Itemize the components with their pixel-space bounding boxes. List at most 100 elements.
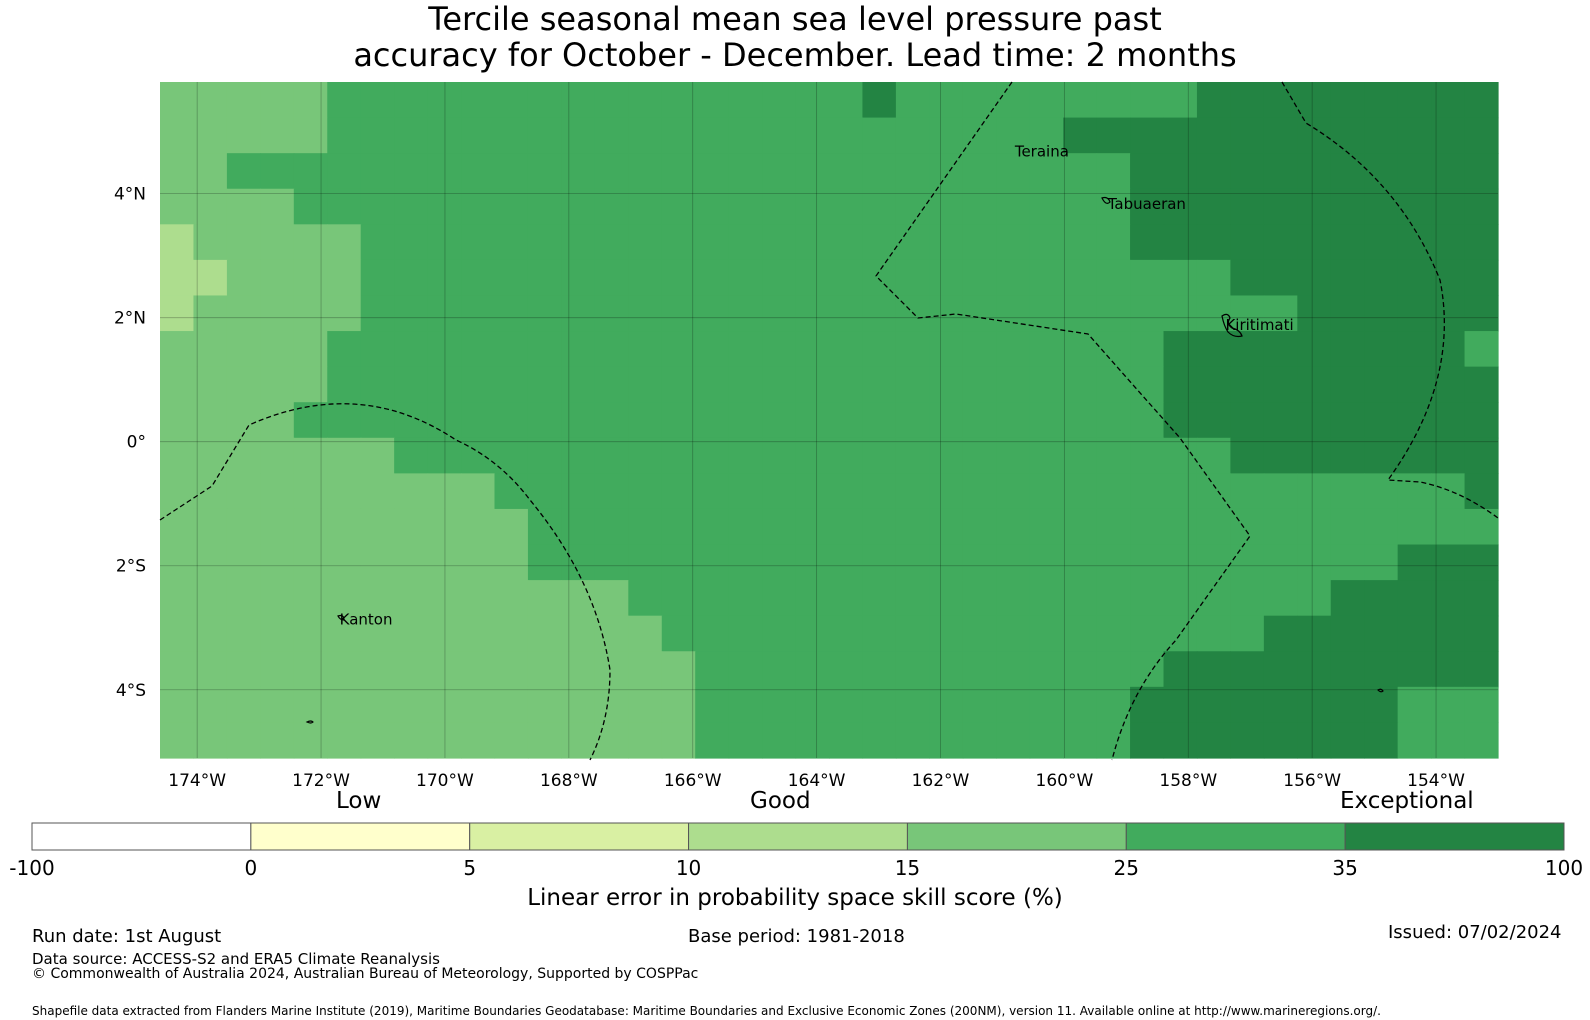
skill-cell	[1397, 544, 1432, 581]
skill-cell	[394, 580, 429, 617]
skill-cell	[226, 331, 261, 368]
skill-cell	[829, 580, 864, 617]
skill-cell	[829, 544, 864, 581]
skill-cell	[996, 259, 1031, 297]
skill-cell	[1464, 82, 1499, 119]
skill-cell	[1330, 224, 1365, 261]
skill-cell	[1330, 259, 1365, 297]
skill-cell	[260, 224, 295, 261]
skill-cell	[661, 331, 696, 368]
skill-cell	[193, 366, 228, 403]
skill-cell	[1431, 402, 1466, 439]
skill-cell	[661, 651, 696, 688]
skill-cell	[1063, 651, 1098, 688]
place-label-kanton: Kanton	[340, 611, 393, 629]
skill-cell	[1196, 508, 1231, 546]
skill-cell	[1297, 153, 1332, 190]
skill-cell	[1431, 295, 1466, 332]
skill-cell	[293, 722, 328, 759]
skill-cell	[1364, 651, 1399, 688]
skill-cell	[661, 722, 696, 759]
skill-cell	[962, 437, 997, 474]
skill-cell	[1196, 651, 1231, 688]
skill-cell	[1230, 402, 1265, 439]
skill-cell	[1297, 117, 1332, 154]
skill-cell	[728, 580, 763, 617]
skill-cell	[527, 544, 562, 581]
skill-cell	[1330, 615, 1365, 652]
skill-cell	[728, 331, 763, 368]
skill-cell	[795, 295, 830, 332]
skill-cell	[226, 651, 261, 688]
skill-cell	[293, 259, 328, 297]
skill-cell	[1063, 259, 1098, 297]
skill-cell	[193, 722, 228, 759]
skill-cell	[193, 117, 228, 154]
skill-cell	[728, 651, 763, 688]
skill-cell	[160, 473, 195, 510]
skill-cell	[895, 259, 930, 297]
skill-cell	[1464, 153, 1499, 190]
skill-cell	[260, 259, 295, 297]
skill-cell	[795, 259, 830, 297]
skill-cell	[1130, 188, 1165, 225]
skill-cell	[829, 153, 864, 190]
skill-cell	[193, 224, 228, 261]
skill-cell	[160, 259, 195, 297]
skill-cell	[561, 508, 596, 546]
skill-cell	[1163, 366, 1198, 403]
skill-cell	[862, 651, 897, 688]
skill-cell	[1096, 259, 1131, 297]
skill-cell	[527, 82, 562, 119]
skill-cell	[829, 117, 864, 154]
skill-cell	[494, 544, 529, 581]
skill-cell	[728, 544, 763, 581]
skill-cell	[962, 153, 997, 190]
skill-cell	[594, 331, 629, 368]
skill-cell	[327, 686, 362, 724]
skill-cell	[427, 508, 462, 546]
skill-cell	[829, 331, 864, 368]
skill-cell	[260, 722, 295, 759]
skill-cell	[1130, 437, 1165, 474]
skill-cell	[1464, 508, 1499, 546]
skill-cell	[293, 544, 328, 581]
skill-cell	[1397, 295, 1432, 332]
skill-cell	[1263, 402, 1298, 439]
skill-cell	[427, 366, 462, 403]
skill-cell	[594, 224, 629, 261]
skill-cell	[1263, 508, 1298, 546]
island-kanton-outline	[337, 614, 345, 621]
skill-cell	[1364, 366, 1399, 403]
skill-cell	[829, 366, 864, 403]
lat-tick-label: 2°S	[116, 557, 146, 577]
skill-cell	[494, 686, 529, 724]
lon-tick-label: 156°W	[1283, 771, 1341, 791]
skill-cell	[628, 437, 663, 474]
skill-cell	[260, 686, 295, 724]
skill-cell	[327, 508, 362, 546]
skill-cell	[728, 259, 763, 297]
skill-cell	[1330, 580, 1365, 617]
skill-cell	[1163, 259, 1198, 297]
skill-cell	[394, 651, 429, 688]
skill-cell	[661, 580, 696, 617]
skill-cell	[1431, 117, 1466, 154]
skill-cell	[661, 402, 696, 439]
skill-cell	[1196, 615, 1231, 652]
skill-cell	[226, 580, 261, 617]
skill-cell	[427, 295, 462, 332]
skill-cell	[1263, 82, 1298, 119]
skill-cell	[862, 722, 897, 759]
skill-cell	[1063, 331, 1098, 368]
skill-cell	[661, 188, 696, 225]
lon-tick-label: 154°W	[1407, 771, 1465, 791]
skill-cell	[762, 224, 797, 261]
skill-cell	[1096, 366, 1131, 403]
skill-cell	[360, 259, 395, 297]
skill-cell	[394, 188, 429, 225]
skill-cell	[327, 259, 362, 297]
skill-cell	[1096, 224, 1131, 261]
skill-cell	[1196, 188, 1231, 225]
skill-cell	[1330, 295, 1365, 332]
